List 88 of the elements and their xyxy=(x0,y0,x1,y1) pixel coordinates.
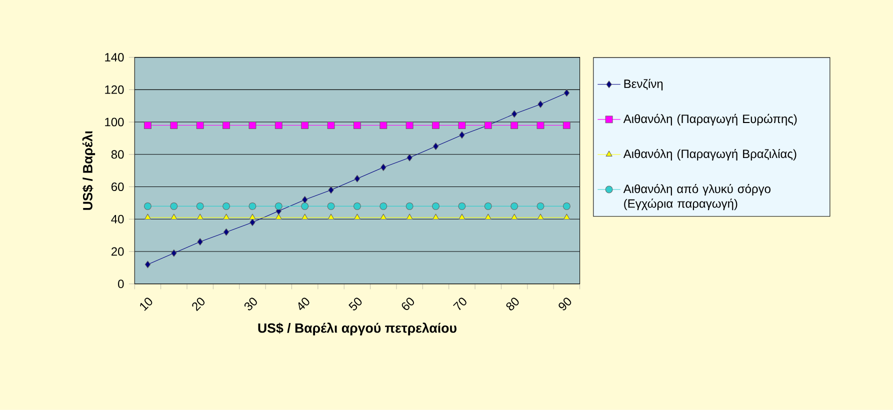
legend-label: Βενζίνη xyxy=(624,78,663,90)
point xyxy=(327,202,335,210)
point xyxy=(170,122,178,130)
point xyxy=(144,122,152,130)
legend-label: Αιθανόλη από γλυκύ σόργο (Εγχώρια παραγωγή) xyxy=(623,184,770,210)
point xyxy=(538,100,544,108)
point xyxy=(222,202,230,210)
y-tick-label: 120 xyxy=(105,86,124,94)
point xyxy=(196,214,204,220)
point xyxy=(459,131,465,139)
point xyxy=(380,164,386,172)
y-tick-label: 20 xyxy=(111,247,124,256)
point xyxy=(274,202,282,210)
point xyxy=(354,175,360,182)
x-tick-label: 90 xyxy=(558,298,572,310)
point xyxy=(170,202,178,210)
x-tick-label: 10 xyxy=(140,298,152,312)
point xyxy=(197,238,203,246)
point xyxy=(536,202,544,210)
point xyxy=(249,214,256,220)
point xyxy=(432,142,439,150)
point xyxy=(144,202,152,210)
point xyxy=(302,214,308,220)
y-tick-label: 0 xyxy=(118,280,124,288)
y-tick-label: 60 xyxy=(111,182,124,192)
point xyxy=(275,214,282,220)
point xyxy=(302,196,308,204)
x-axis-title: US$ / Βαρέλι αργού πετρελαίου xyxy=(258,322,456,336)
legend-label: Αιθανόλη (Παραγωγή Ευρώπης) xyxy=(623,114,797,126)
y-tick-label: 140 xyxy=(105,53,124,62)
point xyxy=(484,214,492,220)
point xyxy=(563,214,570,220)
y-tick-label: 40 xyxy=(111,214,124,224)
legend-label: Αιθανόλη (Παραγωγή Βραζιλίας) xyxy=(623,149,796,161)
y-tick-label: 100 xyxy=(105,118,124,126)
point xyxy=(328,186,334,194)
point xyxy=(144,260,151,268)
point xyxy=(432,214,440,220)
x-tick-label: 50 xyxy=(348,298,362,310)
x-tick-label: 40 xyxy=(298,298,310,310)
point xyxy=(274,122,282,130)
point xyxy=(170,214,178,220)
point xyxy=(458,214,466,220)
point xyxy=(511,110,518,118)
point xyxy=(248,202,256,210)
point xyxy=(222,122,230,130)
point xyxy=(562,122,570,130)
point xyxy=(301,202,309,210)
point xyxy=(301,122,309,130)
point xyxy=(328,214,334,220)
point xyxy=(380,202,388,210)
point xyxy=(432,122,440,130)
point xyxy=(406,202,414,210)
point xyxy=(406,214,413,220)
point xyxy=(562,202,570,210)
x-tick-label: 60 xyxy=(402,298,414,310)
point xyxy=(223,228,230,236)
point xyxy=(353,202,361,210)
point xyxy=(223,214,230,220)
point xyxy=(510,122,518,130)
point xyxy=(196,202,204,210)
y-tick-label: 80 xyxy=(111,150,124,159)
x-tick-label: 80 xyxy=(506,298,519,310)
point xyxy=(196,122,204,130)
point xyxy=(380,214,387,220)
point xyxy=(432,202,440,210)
y-axis-title: US$ / Βαρέλι xyxy=(82,131,96,210)
point xyxy=(484,202,492,210)
point xyxy=(564,89,570,97)
point xyxy=(406,154,412,162)
point xyxy=(537,214,544,220)
x-tick-label: 70 xyxy=(453,298,466,310)
point xyxy=(458,202,466,210)
point xyxy=(248,122,256,130)
x-tick-label: 30 xyxy=(244,298,257,310)
point xyxy=(354,214,360,220)
point xyxy=(458,122,466,130)
point xyxy=(327,122,335,130)
point xyxy=(380,122,388,130)
point xyxy=(510,202,518,210)
x-tick-label: 20 xyxy=(192,298,205,312)
point xyxy=(536,122,544,130)
point xyxy=(250,218,256,226)
point xyxy=(406,122,414,130)
point xyxy=(511,214,518,220)
point xyxy=(171,249,177,257)
point xyxy=(144,214,151,220)
point xyxy=(353,122,361,130)
